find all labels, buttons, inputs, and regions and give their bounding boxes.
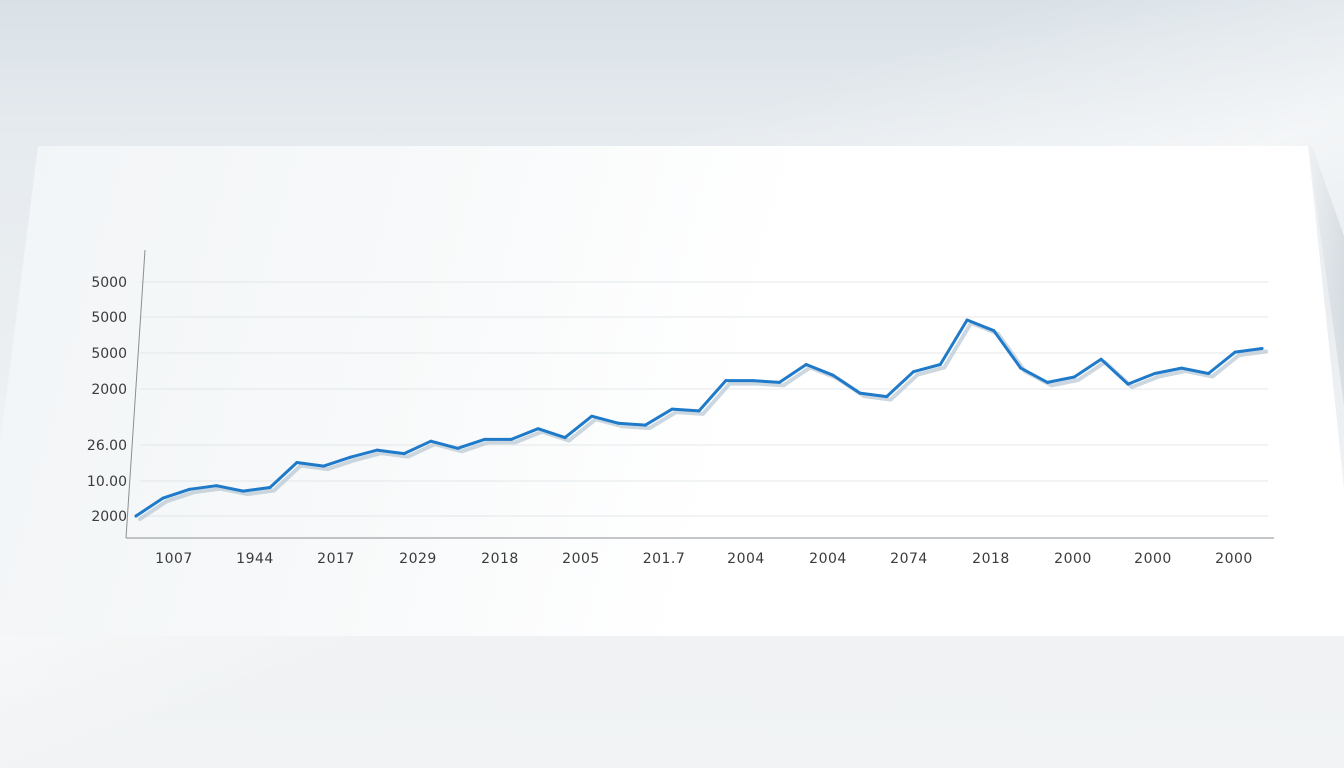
data-point <box>214 484 218 488</box>
y-tick-label: 2000 <box>91 382 127 398</box>
y-tick-label: 2000 <box>91 509 127 525</box>
data-point <box>831 373 835 377</box>
data-point <box>885 395 889 399</box>
x-tick-label: 1007 <box>155 551 193 567</box>
series-line-shadow <box>138 321 1268 521</box>
x-tick-label: 1944 <box>236 551 274 567</box>
axes <box>125 249 1274 539</box>
data-point <box>670 407 674 411</box>
y-tick-label: 5000 <box>91 275 127 291</box>
data-point <box>724 379 728 383</box>
data-point <box>509 437 513 441</box>
x-tick-label: 2004 <box>809 551 847 567</box>
data-point <box>617 421 621 425</box>
data-point <box>1099 357 1103 361</box>
data-point <box>483 437 486 441</box>
series-layer <box>134 318 1268 521</box>
x-tick-label: 2074 <box>890 551 928 567</box>
data-point <box>349 455 352 459</box>
y-axis-ticks: 5000 5000 5000 2000 26.00 10.00 2000 <box>87 275 127 525</box>
data-point <box>1180 366 1184 370</box>
data-point <box>697 409 701 413</box>
data-point <box>402 452 406 456</box>
y-tick-label: 5000 <box>91 310 127 326</box>
data-point <box>751 379 755 383</box>
data-point <box>322 464 326 468</box>
x-tick-label: 201.7 <box>643 551 686 567</box>
y-axis <box>125 249 146 539</box>
data-point <box>912 370 915 374</box>
x-tick-label: 2000 <box>1134 551 1172 567</box>
data-point <box>1072 375 1076 379</box>
data-point <box>188 487 192 491</box>
data-point <box>268 486 272 489</box>
x-axis-ticks: 1007 1944 2017 2029 2018 2005 201.7 2004 2004 207… <box>155 551 1253 567</box>
x-tick-label: 2000 <box>1054 551 1092 567</box>
data-point <box>1126 382 1130 386</box>
data-point <box>134 514 138 518</box>
y-tick-label: 10.00 <box>87 474 127 490</box>
data-point <box>804 363 808 366</box>
data-point <box>643 423 647 427</box>
x-tick-label: 2029 <box>399 551 437 567</box>
data-point <box>858 391 862 395</box>
data-point <box>938 363 942 366</box>
gridlines <box>140 281 1268 517</box>
series-line <box>134 318 1264 518</box>
data-point <box>1233 350 1237 354</box>
y-tick-label: 26.00 <box>87 438 127 454</box>
x-tick-label: 2017 <box>317 551 355 567</box>
data-point <box>965 318 969 322</box>
data-point <box>375 448 379 452</box>
data-point <box>1019 366 1023 370</box>
x-tick-label: 2000 <box>1215 551 1253 567</box>
data-point <box>1046 380 1049 384</box>
x-tick-label: 2018 <box>972 551 1010 567</box>
data-point <box>295 461 299 464</box>
data-point <box>1206 372 1210 375</box>
y-tick-label: 5000 <box>91 346 127 362</box>
data-point <box>1153 372 1157 375</box>
x-tick-label: 2004 <box>727 551 765 567</box>
data-point <box>429 439 433 443</box>
data-point <box>536 427 540 431</box>
data-point <box>563 436 567 440</box>
data-point <box>161 496 165 500</box>
data-point <box>1260 347 1264 350</box>
data-point <box>590 414 594 418</box>
data-point <box>777 380 781 384</box>
chart-card <box>0 146 1344 636</box>
data-point <box>992 329 996 333</box>
data-point <box>241 489 245 493</box>
x-tick-label: 2018 <box>481 551 519 567</box>
x-tick-label: 2005 <box>562 551 600 567</box>
data-point <box>456 446 460 450</box>
